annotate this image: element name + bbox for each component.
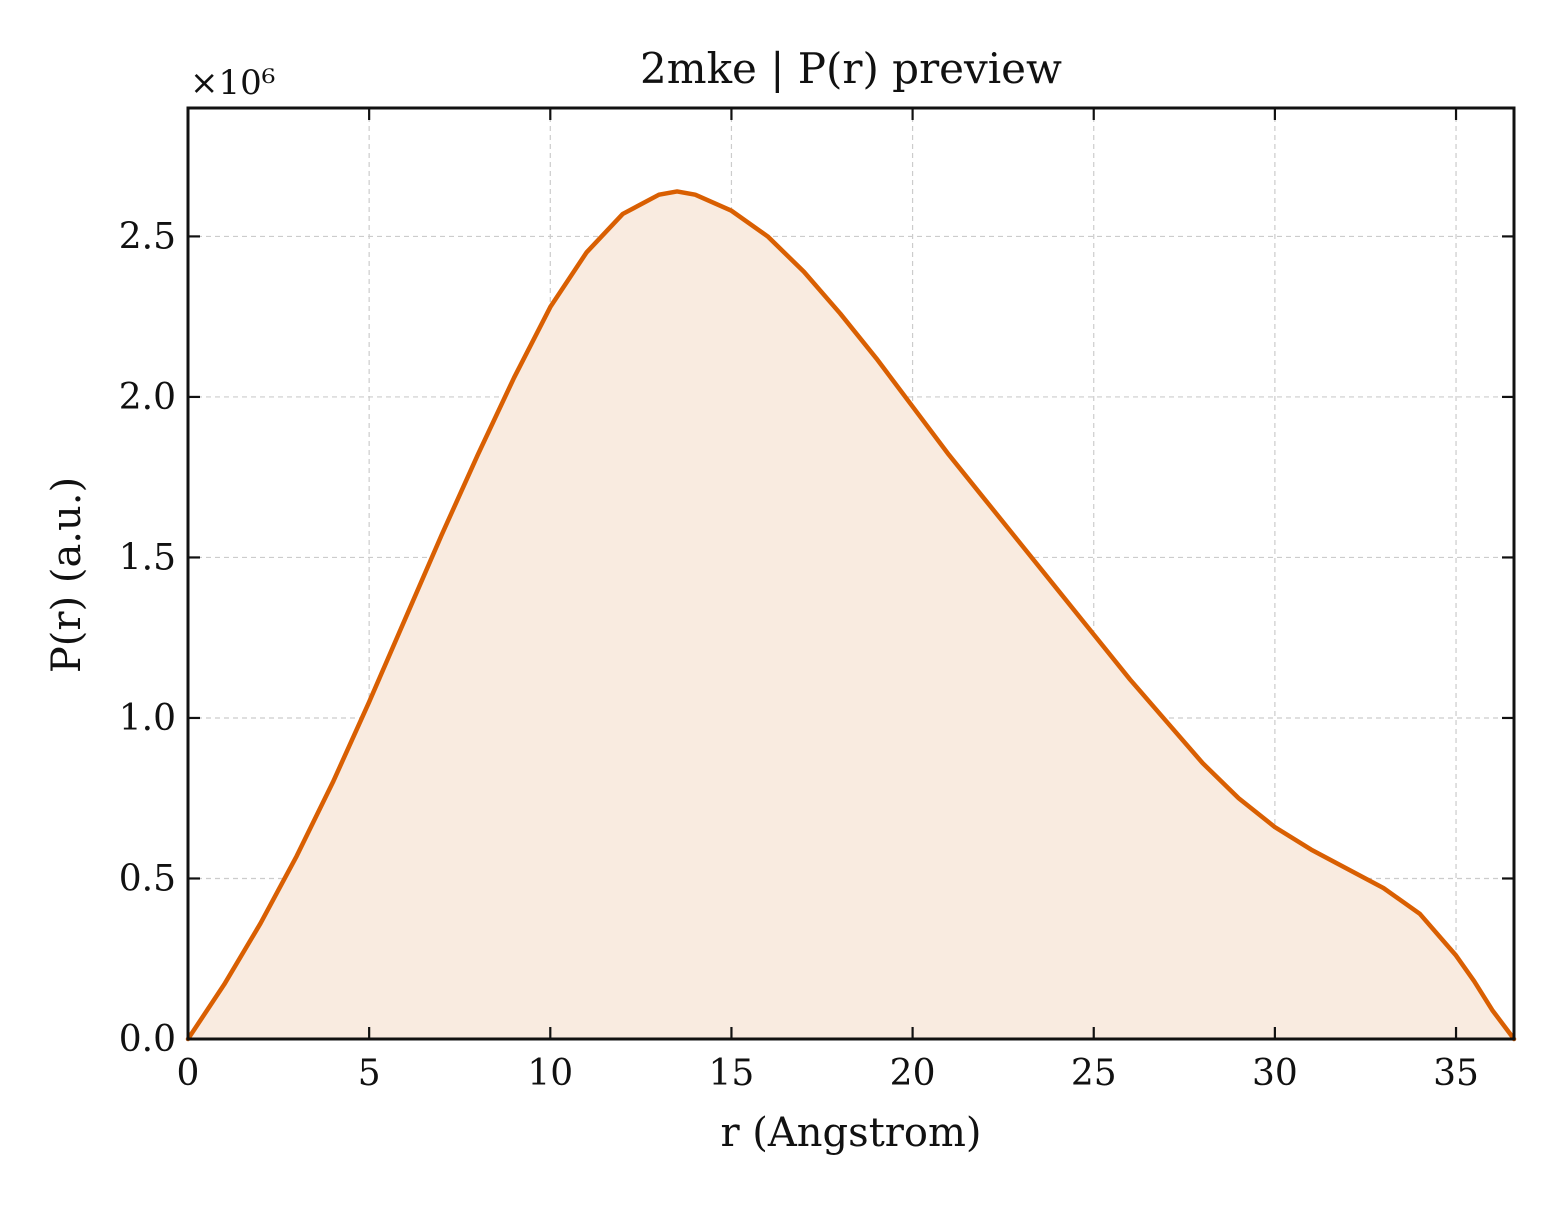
y-tick-label: 0.0: [119, 1019, 176, 1060]
x-tick-label: 20: [890, 1053, 936, 1094]
series-line: [185, 189, 1517, 1042]
y-axis-label: P(r) (a.u.): [44, 477, 90, 673]
x-tick-label: 10: [527, 1053, 573, 1094]
chart-title: 2mke | P(r) preview: [640, 44, 1062, 93]
y-tick-label: 0.5: [119, 858, 176, 899]
y-tick-label: 1.5: [119, 537, 176, 578]
series-area-fill: [188, 191, 1514, 1040]
x-tick-label: 35: [1433, 1053, 1479, 1094]
y-tick-label: 2.5: [119, 216, 176, 257]
x-tick-label: 30: [1252, 1053, 1298, 1094]
x-tick-label: 25: [1071, 1053, 1117, 1094]
x-axis-label: r (Angstrom): [720, 1110, 981, 1156]
x-tick-label: 15: [709, 1053, 755, 1094]
x-tick-label: 5: [358, 1053, 381, 1094]
x-tick-label: 0: [177, 1053, 200, 1094]
y-tick-label: 2.0: [119, 377, 176, 418]
y-multiplier-label: ×10⁶: [190, 63, 275, 103]
plot-frame: [186, 106, 1516, 1041]
y-tick-label: 1.0: [119, 698, 176, 739]
